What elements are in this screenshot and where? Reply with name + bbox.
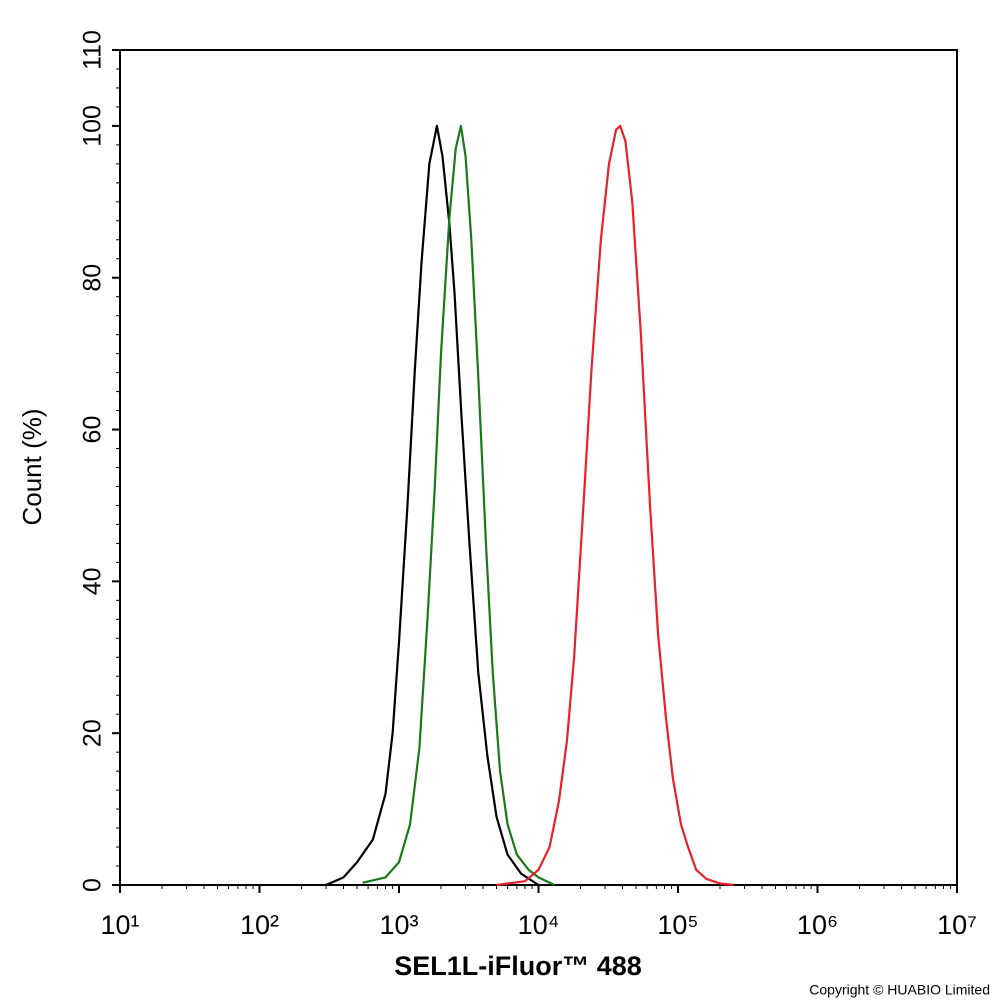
histogram-line — [325, 124, 540, 887]
y-tick-label: 60 — [79, 416, 107, 444]
y-tick-label: 40 — [79, 567, 107, 595]
x-tick-label: 10² — [240, 910, 279, 940]
y-tick-label: 20 — [79, 719, 107, 747]
y-tick-label: 0 — [79, 878, 107, 892]
x-tick-label: 10⁴ — [518, 910, 560, 940]
x-axis-label: SEL1L-iFluor™ 488 — [394, 951, 642, 981]
x-tick-label: 10¹ — [100, 910, 139, 940]
x-tick-label: 10⁵ — [657, 910, 698, 940]
copyright: Copyright © HUABIO Limited — [809, 982, 990, 998]
plot-frame — [119, 49, 958, 886]
x-tick-label: 10⁶ — [797, 910, 838, 940]
histogram-line — [362, 124, 555, 886]
histogram-line — [496, 124, 734, 887]
y-tick-label: 110 — [79, 30, 107, 70]
y-tick-label: 80 — [79, 264, 107, 292]
y-tick-label: 100 — [79, 105, 107, 147]
x-tick-label: 10⁷ — [937, 910, 977, 940]
y-axis-label: Count (%) — [17, 408, 47, 525]
x-tick-label: 10³ — [379, 910, 418, 940]
